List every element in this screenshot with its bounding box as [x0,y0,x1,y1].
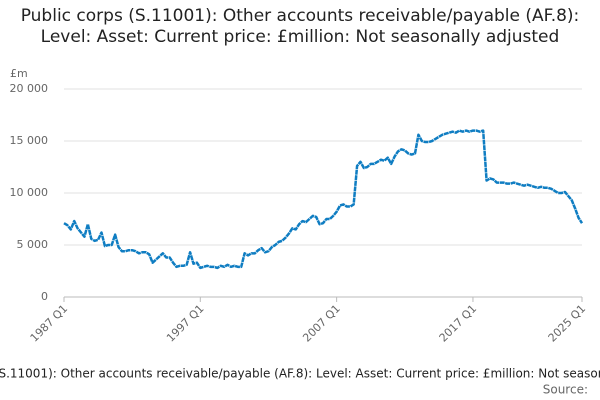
y-unit-label: £m [10,67,28,80]
x-tick-label: 2007 Q1 [300,302,343,345]
legend-entry: Public corps (S.11001): Other accounts r… [0,367,600,381]
series-line [63,129,584,270]
chart-title: Public corps (S.11001): Other accounts r… [20,6,580,47]
y-tick-label: 0 [41,290,48,303]
y-tick-label: 20 000 [10,82,49,95]
x-tick-label: 2017 Q1 [437,302,480,345]
y-tick-label: 15 000 [10,134,49,147]
source-label: Source: [543,383,588,397]
y-tick-label: 10 000 [10,186,49,199]
x-tick-label: 1987 Q1 [28,302,71,345]
y-tick-label: 5 000 [17,238,49,251]
x-tick-label: 1997 Q1 [164,302,207,345]
x-tick-label: 2025 Q1 [546,302,589,345]
